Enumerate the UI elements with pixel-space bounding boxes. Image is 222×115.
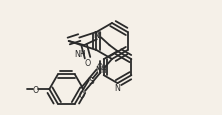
Text: NH: NH bbox=[95, 66, 107, 74]
Text: O: O bbox=[32, 85, 38, 94]
Text: H: H bbox=[97, 31, 101, 36]
Text: NH: NH bbox=[74, 49, 86, 58]
Text: S: S bbox=[88, 76, 94, 85]
Text: O: O bbox=[84, 59, 91, 68]
Text: O: O bbox=[96, 62, 103, 71]
Text: N: N bbox=[93, 30, 99, 39]
Text: O: O bbox=[79, 90, 85, 99]
Text: N: N bbox=[115, 83, 121, 92]
